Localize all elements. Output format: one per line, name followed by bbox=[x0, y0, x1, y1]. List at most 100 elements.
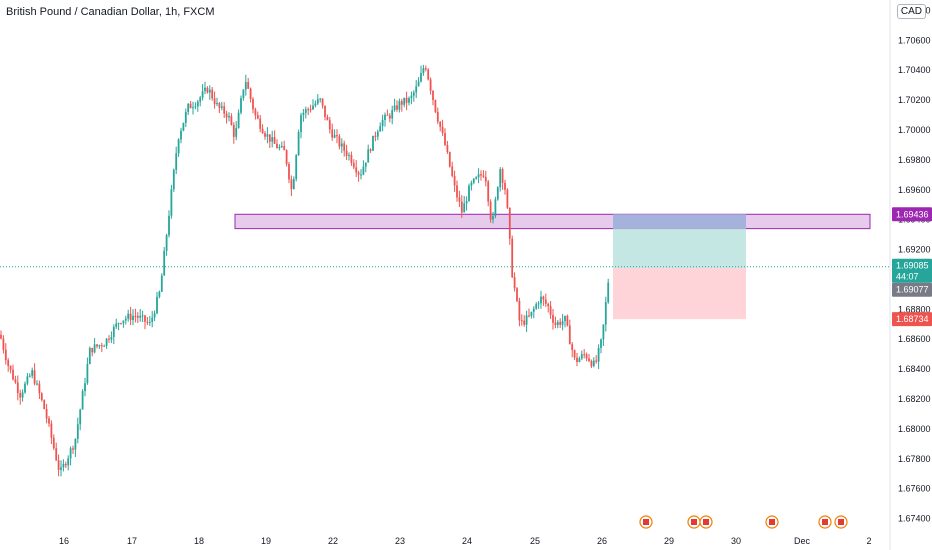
candle-body bbox=[84, 383, 86, 392]
candle-body bbox=[81, 391, 84, 410]
price-tick-label: 1.69800 bbox=[898, 155, 931, 165]
position-tool[interactable] bbox=[613, 214, 746, 320]
candle-body bbox=[573, 350, 576, 358]
candle-body bbox=[336, 135, 338, 137]
candle-body bbox=[444, 132, 446, 145]
candle-body bbox=[132, 315, 134, 321]
candle-body bbox=[69, 448, 72, 459]
candle-body bbox=[434, 100, 437, 112]
candle-body bbox=[364, 162, 367, 167]
candle-body bbox=[484, 176, 487, 182]
price-tick-label: 1.67800 bbox=[898, 454, 931, 464]
candle-body bbox=[304, 109, 307, 113]
candle-body bbox=[441, 126, 444, 133]
candle-body bbox=[216, 103, 218, 105]
candle-body bbox=[103, 345, 106, 347]
candle-body bbox=[388, 115, 391, 119]
stop-box[interactable] bbox=[613, 267, 746, 320]
candle-body bbox=[477, 174, 480, 178]
candle-body bbox=[189, 103, 192, 109]
zone-layer bbox=[234, 213, 871, 230]
candle-body bbox=[312, 105, 314, 110]
candle-body bbox=[31, 370, 34, 376]
candle-body bbox=[204, 87, 206, 92]
candle-body bbox=[237, 112, 240, 129]
candle-body bbox=[91, 347, 94, 353]
candle-body bbox=[393, 105, 396, 111]
candle-body bbox=[38, 383, 41, 394]
price-tick-label: 1.68600 bbox=[898, 334, 931, 344]
candle-body bbox=[192, 107, 194, 109]
price-tick-label: 1.70600 bbox=[898, 35, 931, 45]
candle-body bbox=[256, 115, 259, 119]
price-tick-label: 1.70200 bbox=[898, 95, 931, 105]
candle-body bbox=[386, 114, 389, 116]
candle-body bbox=[4, 349, 7, 361]
event-flag-mark bbox=[643, 519, 649, 525]
time-axis[interactable]: 16 17 18 19 22 23 24 25 26 29 30 Dec 2 bbox=[59, 536, 872, 546]
candle-body bbox=[14, 379, 17, 383]
candle-body bbox=[348, 154, 350, 156]
candle-body bbox=[62, 464, 65, 468]
candle-body bbox=[340, 143, 343, 147]
candle-body bbox=[345, 150, 348, 156]
candle-body bbox=[261, 128, 264, 134]
candle-body bbox=[285, 150, 288, 164]
candle-body bbox=[19, 393, 22, 398]
price-tick-label: 1.67600 bbox=[898, 484, 931, 494]
candle-body bbox=[98, 345, 101, 347]
candle-body bbox=[432, 90, 434, 101]
candle-body bbox=[415, 86, 418, 93]
candle-body bbox=[55, 448, 58, 461]
candle-body bbox=[540, 296, 542, 304]
candle-body bbox=[460, 201, 463, 213]
candle-body bbox=[64, 464, 67, 466]
candle-body bbox=[355, 167, 358, 173]
stop-price-tag-bg bbox=[892, 312, 932, 327]
candle-body bbox=[326, 117, 329, 121]
candle-body bbox=[436, 111, 439, 122]
time-tick-label: 25 bbox=[530, 536, 540, 546]
price-tick-label: 1.69200 bbox=[898, 245, 931, 255]
currency-badge[interactable]: CAD bbox=[896, 4, 926, 19]
candle-body bbox=[429, 79, 432, 91]
candle-body bbox=[350, 154, 353, 164]
candle-body bbox=[129, 313, 132, 321]
candle-body bbox=[122, 320, 125, 324]
candle-body bbox=[338, 136, 341, 147]
candle-body bbox=[105, 338, 108, 346]
candle-body bbox=[158, 291, 161, 297]
candle-body bbox=[381, 120, 384, 127]
candle-body bbox=[508, 207, 511, 239]
candle-body bbox=[225, 113, 228, 118]
candle-body bbox=[566, 315, 569, 326]
zone-overlap-box bbox=[613, 214, 746, 229]
candle-body bbox=[211, 89, 214, 99]
candle-body bbox=[165, 235, 168, 251]
time-tick-label: 26 bbox=[597, 536, 607, 546]
resistance-zone[interactable] bbox=[234, 213, 871, 230]
candle-body bbox=[568, 325, 571, 345]
candle-body bbox=[112, 326, 115, 338]
candle-body bbox=[528, 315, 530, 317]
economic-events[interactable] bbox=[639, 515, 848, 529]
candle-body bbox=[592, 360, 595, 367]
zone-price-tag: 1.69436 bbox=[896, 209, 929, 219]
candle-body bbox=[184, 112, 187, 123]
candle-body bbox=[67, 458, 70, 466]
candle-body bbox=[199, 97, 202, 102]
candle-body bbox=[604, 302, 607, 325]
candle-body bbox=[259, 118, 262, 129]
candle-body bbox=[7, 360, 10, 366]
price-tick-label: 1.68400 bbox=[898, 364, 931, 374]
candle-body bbox=[400, 101, 403, 105]
candle-body bbox=[180, 130, 182, 140]
candle-body bbox=[525, 315, 528, 325]
time-tick-label: 19 bbox=[261, 536, 271, 546]
candle-body bbox=[532, 308, 535, 312]
candle-body bbox=[146, 321, 149, 323]
candle-body bbox=[235, 128, 238, 137]
candle-body bbox=[208, 89, 211, 93]
time-tick-label: Dec bbox=[794, 536, 811, 546]
